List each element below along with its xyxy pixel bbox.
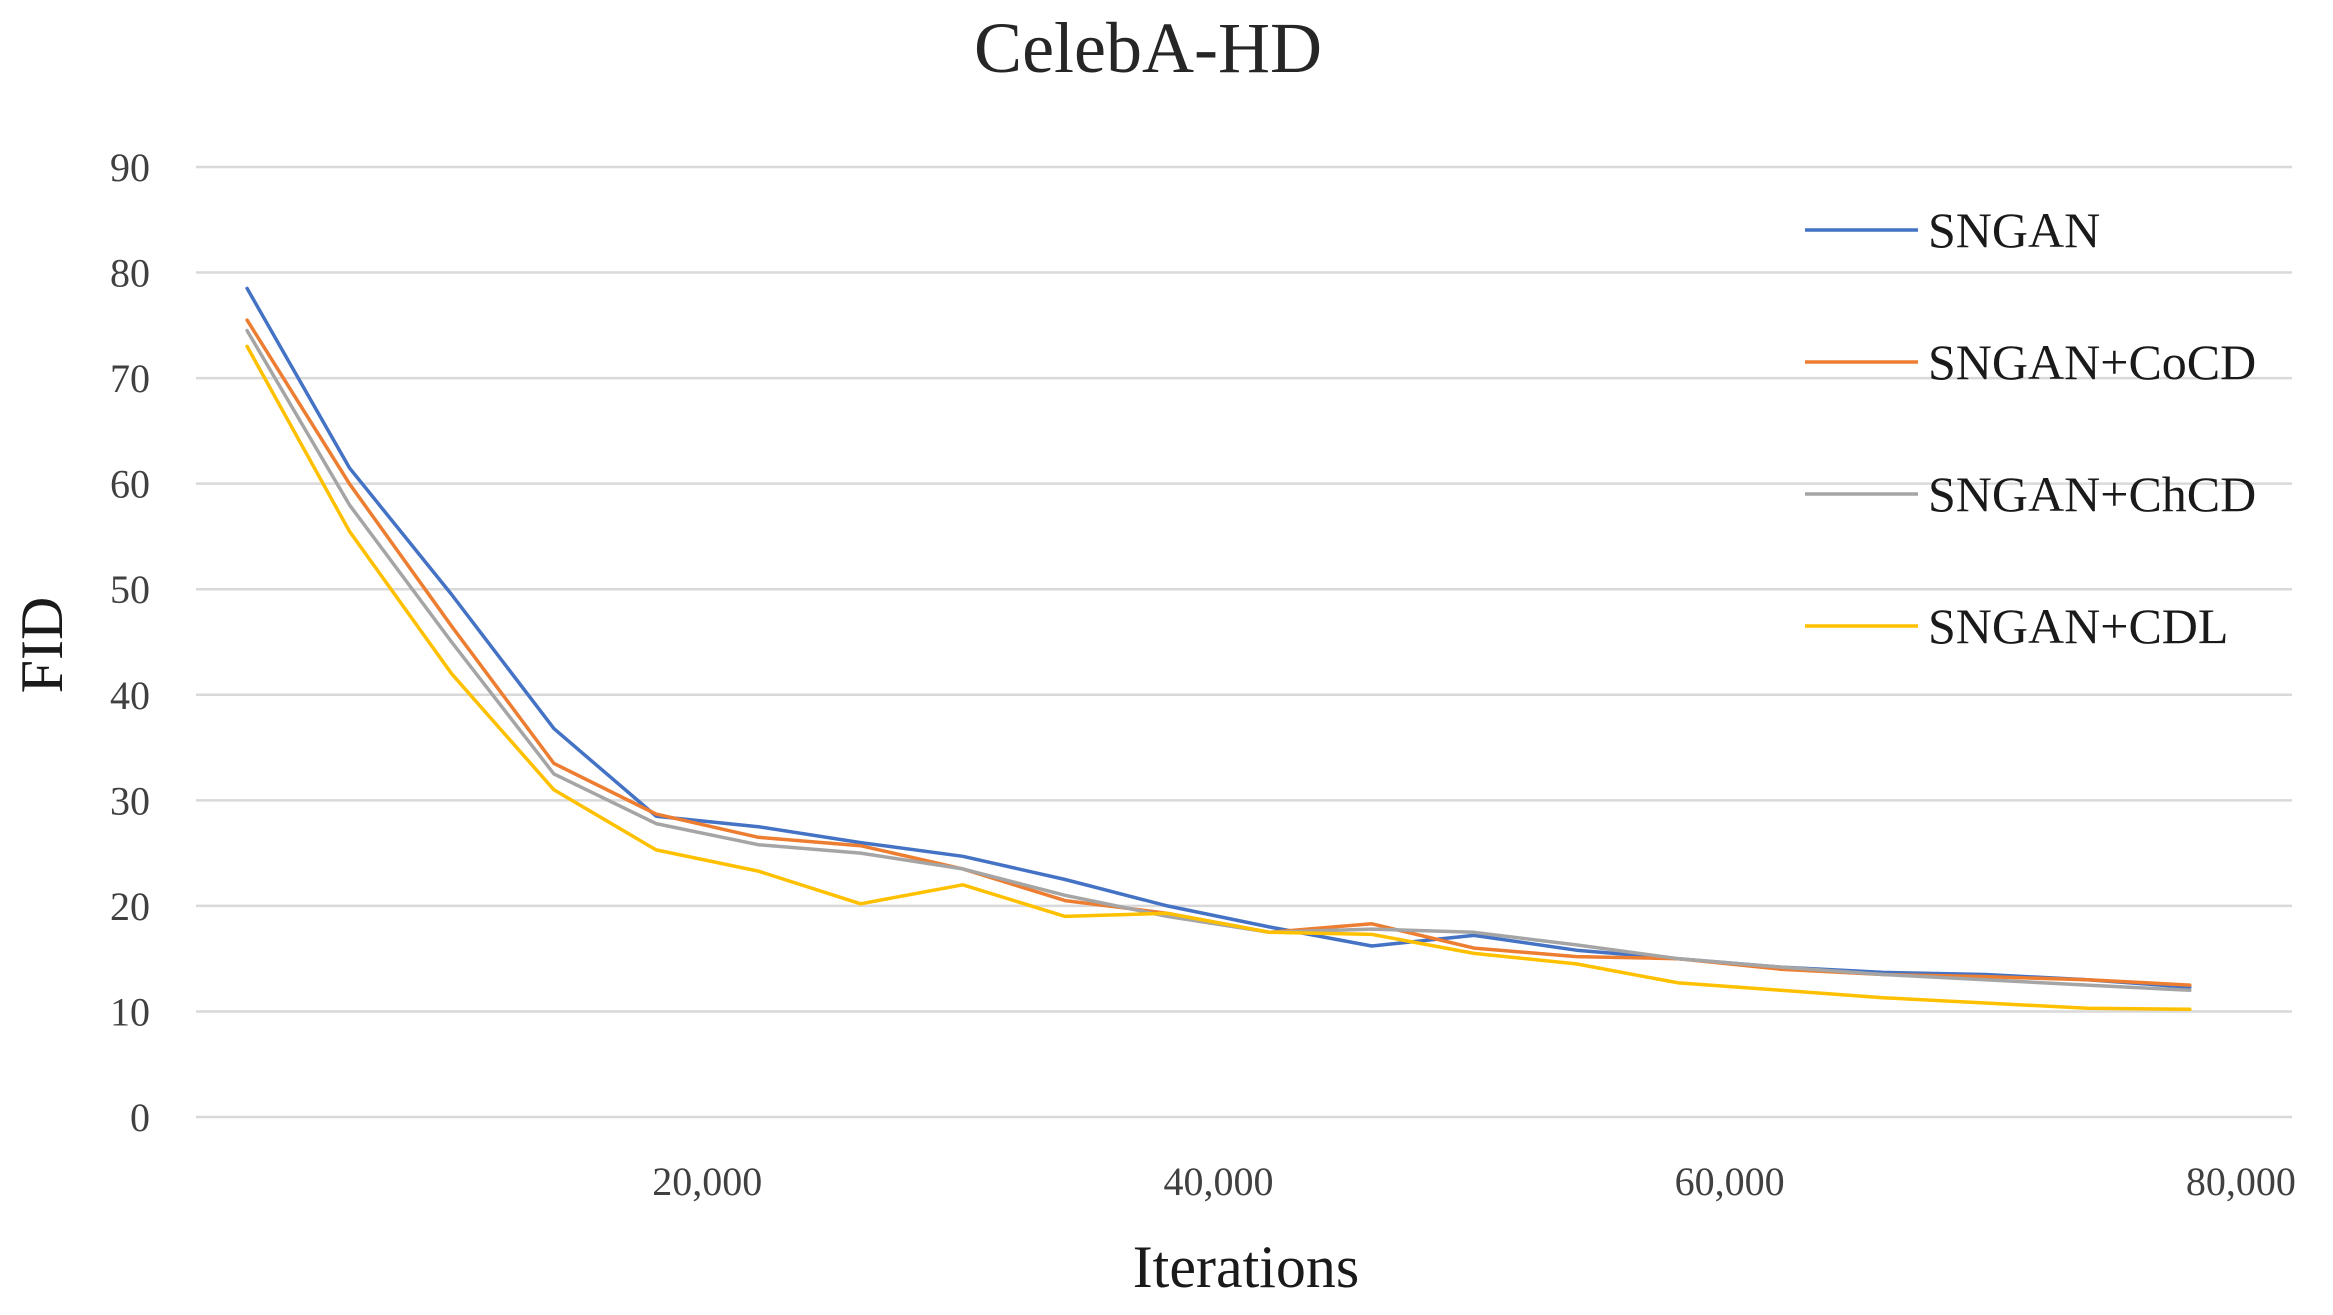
y-tick-label-30: 30	[110, 778, 150, 823]
legend-label-sngan-chcd: SNGAN+ChCD	[1928, 466, 2256, 522]
legend: SNGAN SNGAN+CoCD SNGAN+ChCD SNGAN+CDL	[1805, 202, 2256, 654]
y-tick-label-10: 10	[110, 989, 150, 1034]
x-tick-label-60000: 60,000	[1675, 1159, 1785, 1204]
y-tick-label-60: 60	[110, 462, 150, 507]
y-tick-label-0: 0	[130, 1095, 150, 1140]
x-tick-label-20000: 20,000	[652, 1159, 762, 1204]
series-line-sngan-chcd	[245, 328, 2192, 993]
x-tick-label-80000: 80,000	[2186, 1159, 2296, 1204]
series-lines	[245, 286, 2192, 1012]
series-line-sngan-cocd	[245, 318, 2192, 987]
grid-lines	[196, 165, 2292, 1119]
x-tick-label-40000: 40,000	[1163, 1159, 1273, 1204]
y-tick-label-70: 70	[110, 356, 150, 401]
y-axis-ticks: 0 10 20 30 40 50 60 70 80 90	[110, 145, 150, 1140]
x-axis-label: Iterations	[1133, 1234, 1360, 1300]
y-axis-label: FID	[9, 597, 75, 694]
legend-item-sngan-chcd: SNGAN+ChCD	[1805, 466, 2256, 522]
legend-label-sngan-cocd: SNGAN+CoCD	[1928, 334, 2256, 390]
legend-label-sngan-cdl: SNGAN+CDL	[1928, 598, 2228, 654]
y-tick-label-40: 40	[110, 673, 150, 718]
series-line-sngan	[245, 286, 2192, 989]
legend-item-sngan: SNGAN	[1805, 202, 2100, 258]
y-tick-label-20: 20	[110, 884, 150, 929]
legend-item-sngan-cdl: SNGAN+CDL	[1805, 598, 2228, 654]
y-tick-label-80: 80	[110, 251, 150, 296]
legend-item-sngan-cocd: SNGAN+CoCD	[1805, 334, 2256, 390]
chart-title: CelebA-HD	[974, 8, 1322, 88]
x-axis-ticks: 20,000 40,000 60,000 80,000	[652, 1159, 2296, 1204]
y-tick-label-90: 90	[110, 145, 150, 190]
y-tick-label-50: 50	[110, 567, 150, 612]
series-line-sngan-cdl	[245, 344, 2192, 1012]
legend-label-sngan: SNGAN	[1928, 202, 2100, 258]
